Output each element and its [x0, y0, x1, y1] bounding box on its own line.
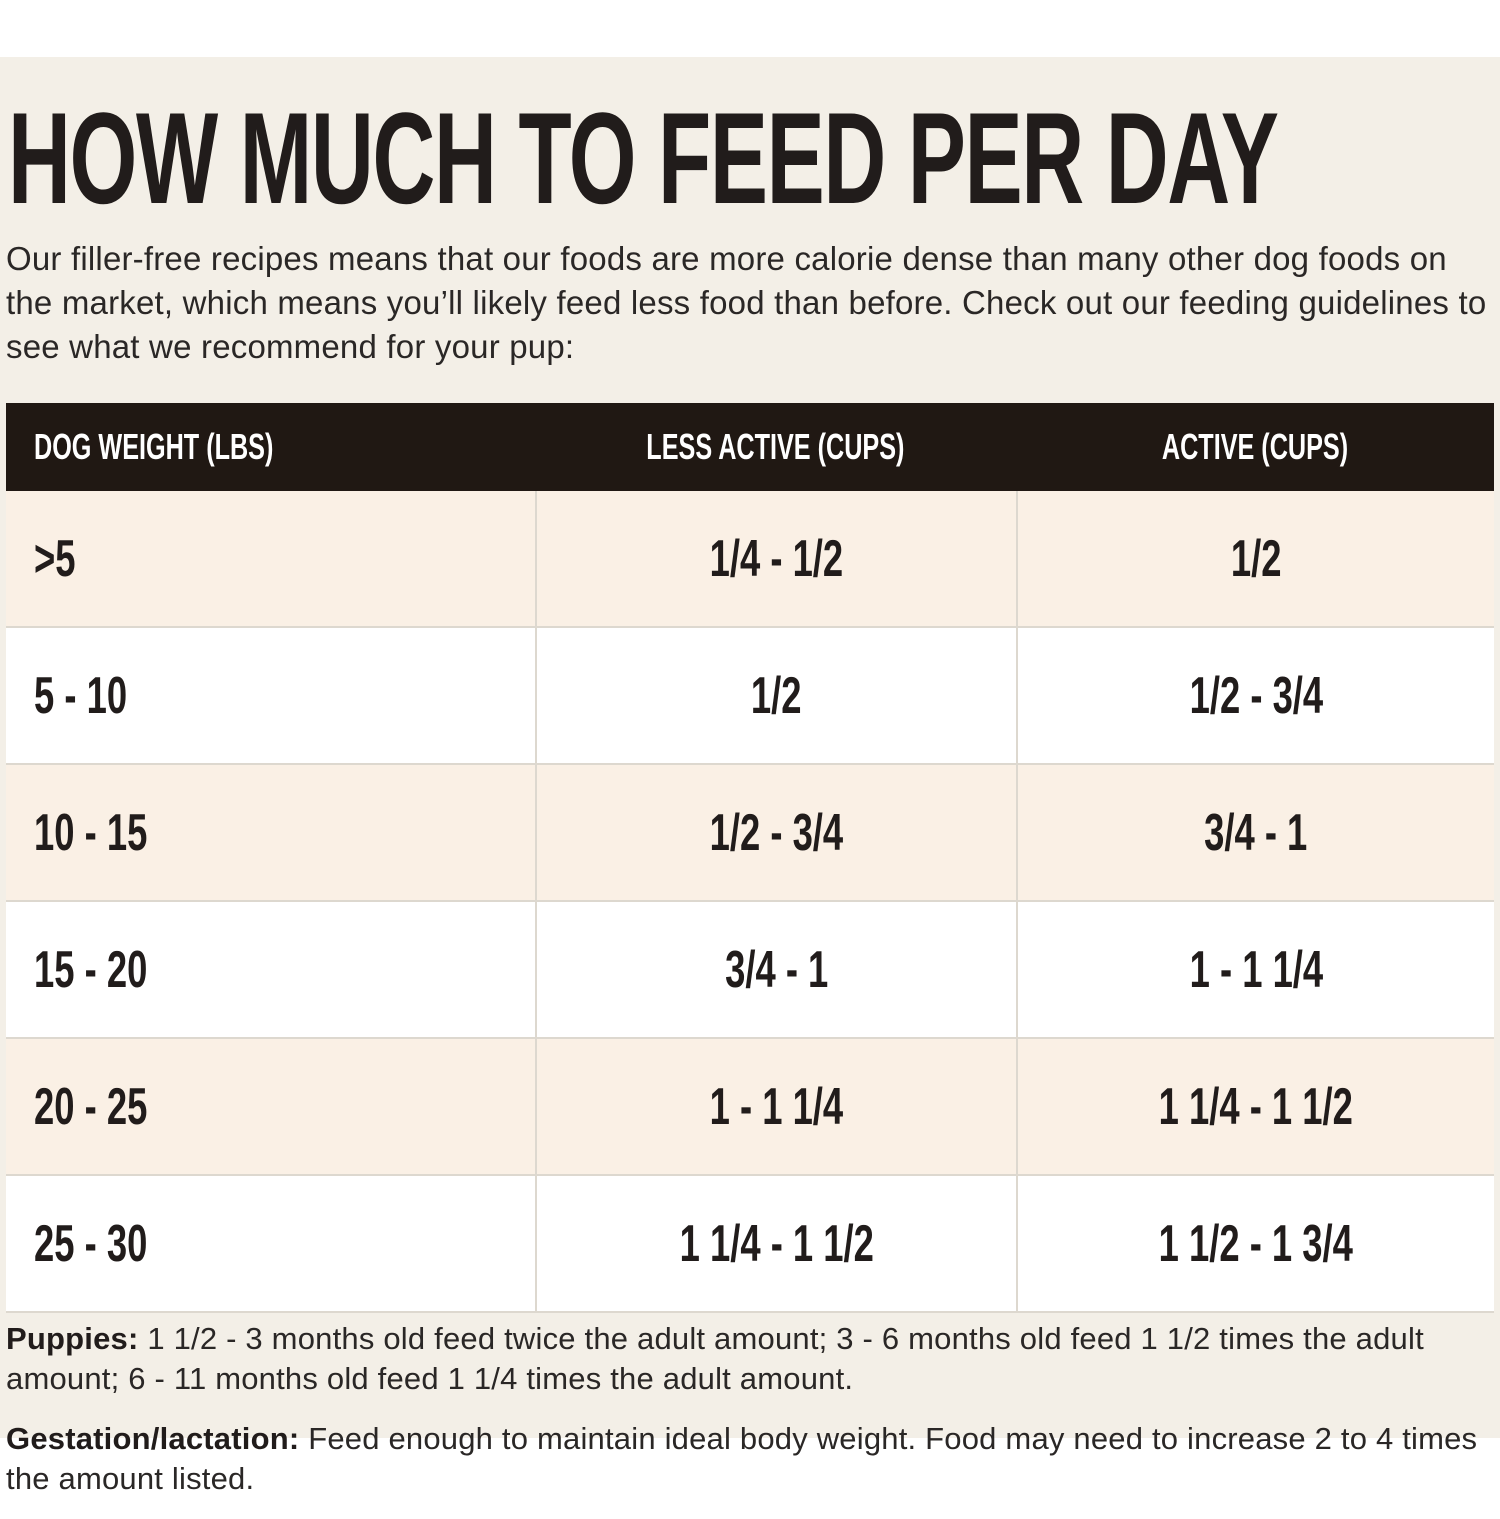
cell-active-text: 1/2	[1230, 529, 1282, 588]
cell-less-active-text: 1/4 - 1/2	[709, 529, 844, 588]
cell-weight: 5 - 10	[6, 628, 535, 763]
cell-less-active: 1/4 - 1/2	[535, 491, 1016, 626]
cell-weight-text: >5	[34, 529, 76, 588]
note-puppies-label: Puppies:	[6, 1321, 139, 1356]
cell-active: 1/2 - 3/4	[1016, 628, 1494, 763]
column-header-active: ACTIVE (CUPS)	[1016, 426, 1494, 468]
cell-weight: 20 - 25	[6, 1039, 535, 1174]
cell-active-text: 1 1/4 - 1 1/2	[1158, 1077, 1354, 1136]
cell-active: 1/2	[1016, 491, 1494, 626]
cell-less-active: 1/2 - 3/4	[535, 765, 1016, 900]
column-header-less-active: LESS ACTIVE (CUPS)	[535, 426, 1016, 468]
intro-paragraph: Our filler-free recipes means that our f…	[6, 240, 1487, 365]
cell-weight: 25 - 30	[6, 1176, 535, 1311]
cell-less-active-text: 1 - 1 1/4	[709, 1077, 844, 1136]
cell-weight-text: 10 - 15	[34, 803, 148, 862]
column-header-dog-weight: DOG WEIGHT (LBS)	[6, 426, 535, 468]
table-header-row: DOG WEIGHT (LBS) LESS ACTIVE (CUPS) ACTI…	[6, 403, 1494, 491]
note-gestation-text: Feed enough to maintain ideal body weigh…	[6, 1421, 1478, 1496]
column-header-active-text: ACTIVE (CUPS)	[1161, 426, 1349, 467]
page-title-text: HOW MUCH TO FEED PER DAY	[8, 85, 1279, 231]
cell-weight: 10 - 15	[6, 765, 535, 900]
cell-active: 3/4 - 1	[1016, 765, 1494, 900]
table-row: 20 - 25 1 - 1 1/4 1 1/4 - 1 1/2	[6, 1037, 1494, 1174]
page-title: HOW MUCH TO FEED PER DAY	[8, 93, 1500, 223]
cell-less-active: 3/4 - 1	[535, 902, 1016, 1037]
content-area: HOW MUCH TO FEED PER DAY Our filler-free…	[0, 57, 1500, 1496]
cell-weight-text: 25 - 30	[34, 1214, 148, 1273]
cell-weight: 15 - 20	[6, 902, 535, 1037]
footnotes: Puppies: 1 1/2 - 3 months old feed twice…	[6, 1319, 1494, 1519]
feeding-table: DOG WEIGHT (LBS) LESS ACTIVE (CUPS) ACTI…	[6, 403, 1494, 1313]
cell-less-active: 1 - 1 1/4	[535, 1039, 1016, 1174]
column-header-less-active-text: LESS ACTIVE (CUPS)	[646, 426, 905, 467]
table-row: 15 - 20 3/4 - 1 1 - 1 1/4	[6, 900, 1494, 1037]
cell-active: 1 1/2 - 1 3/4	[1016, 1176, 1494, 1311]
table-row: 5 - 10 1/2 1/2 - 3/4	[6, 626, 1494, 763]
cell-weight-text: 20 - 25	[34, 1077, 148, 1136]
cell-active-text: 3/4 - 1	[1204, 803, 1308, 862]
cell-active-text: 1/2 - 3/4	[1189, 666, 1323, 725]
cell-active-text: 1 - 1 1/4	[1189, 940, 1323, 999]
note-gestation-label: Gestation/lactation:	[6, 1421, 300, 1456]
cell-active-text: 1 1/2 - 1 3/4	[1158, 1214, 1354, 1273]
cell-less-active-text: 1/2 - 3/4	[709, 803, 844, 862]
cell-weight-text: 5 - 10	[34, 666, 128, 725]
cell-less-active-text: 3/4 - 1	[724, 940, 829, 999]
cell-weight-text: 15 - 20	[34, 940, 148, 999]
table-row: >5 1/4 - 1/2 1/2	[6, 491, 1494, 626]
note-gestation: Gestation/lactation: Feed enough to main…	[6, 1419, 1494, 1499]
table-row: 25 - 30 1 1/4 - 1 1/2 1 1/2 - 1 3/4	[6, 1174, 1494, 1311]
column-header-dog-weight-text: DOG WEIGHT (LBS)	[34, 426, 274, 467]
table-row: 10 - 15 1/2 - 3/4 3/4 - 1	[6, 763, 1494, 900]
cell-less-active-text: 1 1/4 - 1 1/2	[679, 1214, 874, 1273]
cell-less-active: 1/2	[535, 628, 1016, 763]
cell-active: 1 1/4 - 1 1/2	[1016, 1039, 1494, 1174]
cell-less-active-text: 1/2	[751, 666, 802, 725]
cell-less-active: 1 1/4 - 1 1/2	[535, 1176, 1016, 1311]
cell-weight: >5	[6, 491, 535, 626]
cell-active: 1 - 1 1/4	[1016, 902, 1494, 1037]
note-puppies-text: 1 1/2 - 3 months old feed twice the adul…	[6, 1321, 1424, 1396]
note-puppies: Puppies: 1 1/2 - 3 months old feed twice…	[6, 1319, 1494, 1399]
